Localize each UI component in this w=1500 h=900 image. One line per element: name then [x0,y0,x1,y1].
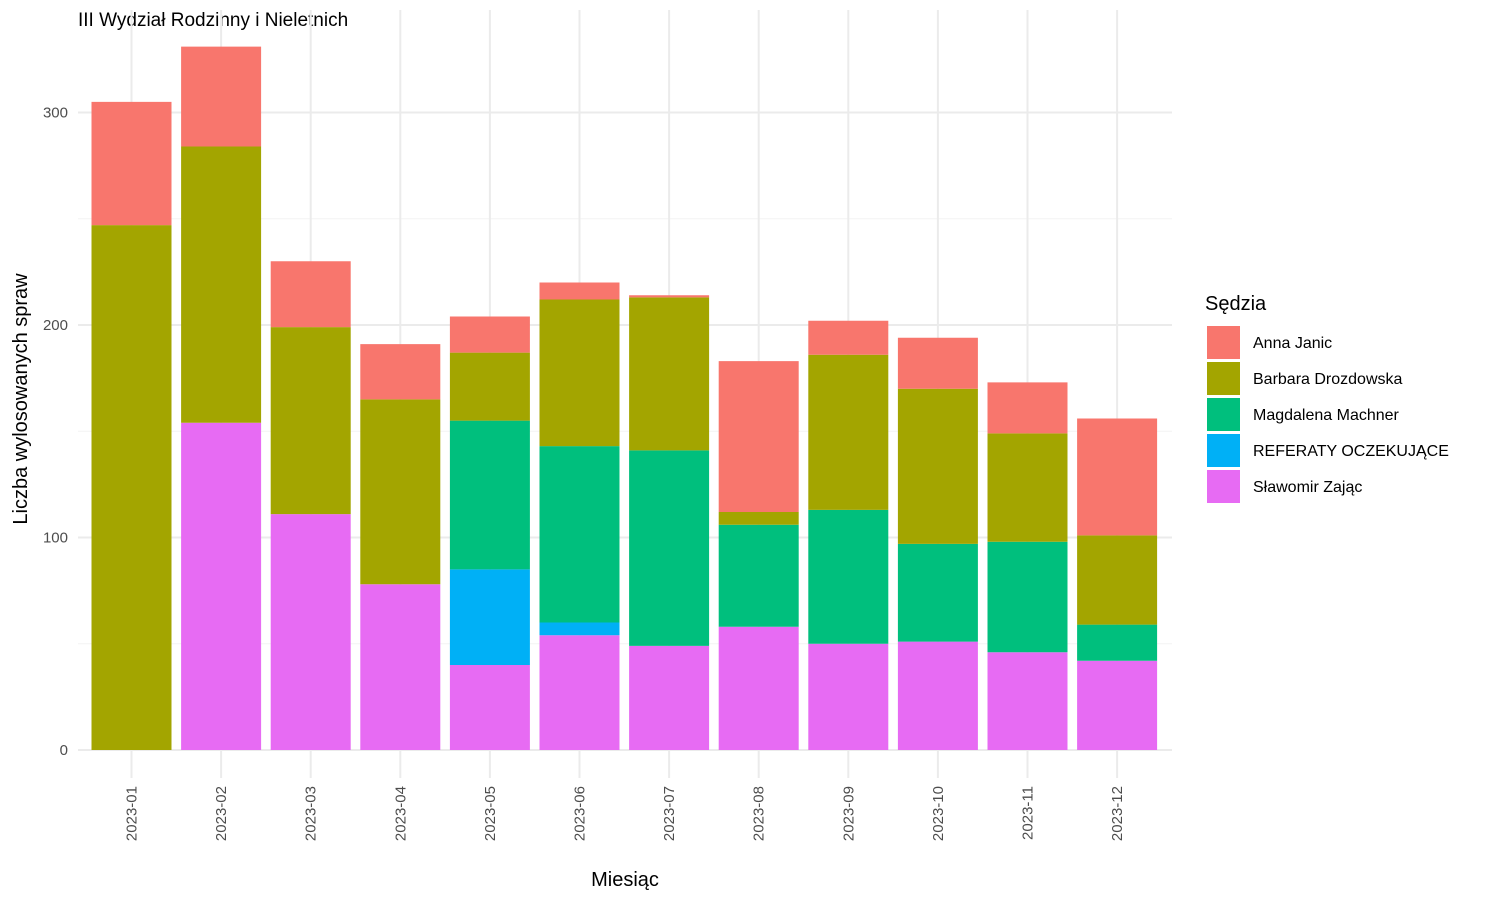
legend-label-barbara-drozdowska: Barbara Drozdowska [1253,371,1403,388]
x-tick-label: 2023-07 [661,786,678,841]
bar-barbara-drozdowska-2023-07 [629,297,710,451]
bar-magdalena-machner-2023-08 [718,524,799,627]
bar-barbara-drozdowska-2023-10 [897,388,978,544]
bar-magdalena-machner-2023-06 [539,446,620,623]
x-tick-label: 2023-12 [1109,786,1126,841]
x-axis-ticks: 2023-01 2023-02 2023-03 2023-04 2023-05 2023-… [124,786,1127,841]
bar-anna-janic-2023-06 [539,282,620,300]
bar-barbara-drozdowska-2023-12 [1077,535,1158,625]
bar-anna-janic-2023-01 [91,101,172,226]
x-tick-label: 2023-02 [213,786,230,841]
bar-magdalena-machner-2023-10 [897,543,978,642]
x-tick-label: 2023-10 [930,786,947,841]
bar-anna-janic-2023-07 [629,295,710,298]
bar-anna-janic-2023-02 [181,46,262,147]
legend-title: Sędzia [1205,293,1267,315]
y-tick-label: 200 [43,317,68,334]
bar-slawomir-zajac-2023-10 [897,641,978,750]
y-tick-label: 0 [60,742,68,759]
x-tick-label: 2023-04 [392,786,409,841]
legend-label-anna-janic: Anna Janic [1253,335,1332,352]
bar-barbara-drozdowska-2023-01 [91,225,172,750]
x-tick-label: 2023-03 [303,786,320,841]
bar-barbara-drozdowska-2023-06 [539,299,620,447]
bar-slawomir-zajac-2023-06 [539,635,620,750]
x-tick-label: 2023-09 [840,786,857,841]
bar-anna-janic-2023-11 [987,382,1068,434]
bar-barbara-drozdowska-2023-09 [808,354,889,510]
bar-slawomir-zajac-2023-12 [1077,660,1158,750]
bar-magdalena-machner-2023-11 [987,541,1068,653]
bar-referaty-oczekujace-2023-06 [539,622,620,636]
bar-slawomir-zajac-2023-09 [808,643,889,750]
legend-label-referaty-oczekujace: REFERATY OCZEKUJĄCE [1253,443,1449,460]
bars [91,46,1158,750]
x-tick-label: 2023-08 [751,786,768,841]
bar-magdalena-machner-2023-12 [1077,624,1158,661]
bar-slawomir-zajac-2023-07 [629,645,710,750]
bar-anna-janic-2023-03 [270,261,351,328]
bar-slawomir-zajac-2023-08 [718,626,799,750]
legend-key-barbara-drozdowska [1207,362,1240,395]
legend-key-anna-janic [1207,326,1240,359]
y-axis-title: Liczba wylosowanych spraw [10,273,32,525]
bar-magdalena-machner-2023-05 [449,420,530,570]
bar-referaty-oczekujace-2023-05 [449,569,530,665]
bar-slawomir-zajac-2023-02 [181,422,262,750]
chart-title: III Wydział Rodzinny i Nieletnich [78,10,348,31]
x-tick-label: 2023-11 [1020,786,1037,840]
bar-slawomir-zajac-2023-05 [449,665,530,750]
bar-barbara-drozdowska-2023-03 [270,327,351,515]
bar-slawomir-zajac-2023-04 [360,584,441,750]
x-tick-label: 2023-06 [572,786,589,841]
bar-barbara-drozdowska-2023-05 [449,352,530,421]
bar-anna-janic-2023-09 [808,320,889,355]
legend-label-slawomir-zajac: Sławomir Zając [1253,479,1362,496]
y-tick-label: 300 [43,105,68,122]
bar-barbara-drozdowska-2023-08 [718,512,799,525]
bar-barbara-drozdowska-2023-02 [181,146,262,423]
legend-key-magdalena-machner [1207,398,1240,431]
bar-magdalena-machner-2023-07 [629,450,710,646]
bar-anna-janic-2023-12 [1077,418,1158,536]
x-tick-label: 2023-01 [124,786,141,841]
legend-key-slawomir-zajac [1207,470,1240,503]
bar-barbara-drozdowska-2023-04 [360,399,441,585]
legend-key-referaty-oczekujace [1207,434,1240,467]
bar-anna-janic-2023-08 [718,361,799,512]
legend: Sędzia Anna Janic Barbara Drozdowska Magda… [1205,293,1449,503]
x-axis-title: Miesiąc [591,869,659,891]
legend-label-magdalena-machner: Magdalena Machner [1253,407,1400,424]
y-axis-ticks: 0 100 200 300 [43,105,68,760]
bar-slawomir-zajac-2023-11 [987,652,1068,750]
bar-magdalena-machner-2023-09 [808,509,889,644]
bar-barbara-drozdowska-2023-11 [987,433,1068,542]
bar-anna-janic-2023-05 [449,316,530,353]
bar-anna-janic-2023-04 [360,344,441,400]
bar-anna-janic-2023-10 [897,337,978,389]
y-tick-label: 100 [43,530,68,547]
bar-slawomir-zajac-2023-03 [270,514,351,750]
x-tick-label: 2023-05 [482,786,499,841]
